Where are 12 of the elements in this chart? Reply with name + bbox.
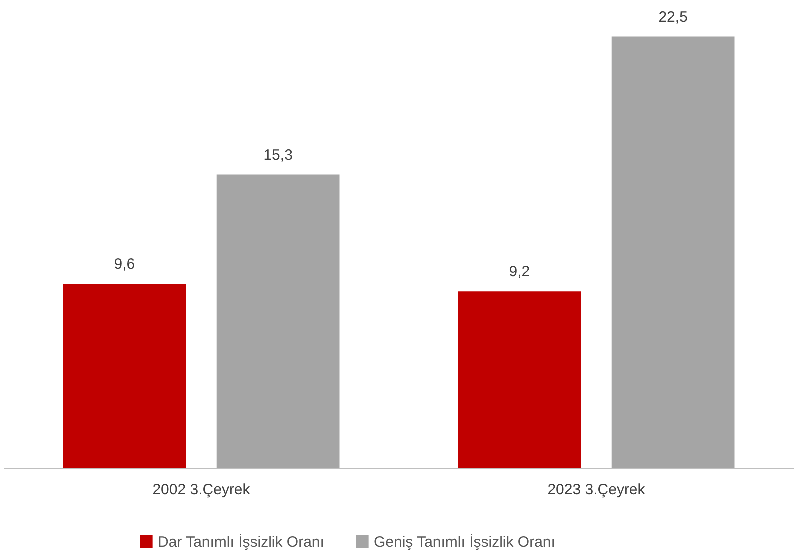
- data-label: 9,6: [114, 256, 136, 273]
- bar: [63, 284, 186, 468]
- legend-label: Dar Tanımlı İşsizlik Oranı: [158, 532, 324, 551]
- data-label: 22,5: [658, 8, 688, 26]
- bar: [216, 174, 340, 468]
- bar: [458, 292, 582, 468]
- legend-label: Geniş Tanımlı İşsizlik Oranı: [374, 532, 556, 551]
- data-label: 9,2: [509, 264, 530, 281]
- x-tick-label: 2002 3.Çeyrek: [152, 482, 251, 498]
- data-label: 15,3: [264, 146, 293, 164]
- x-tick-label: 2023 3.Çeyrek: [548, 482, 646, 498]
- bar: [612, 36, 735, 468]
